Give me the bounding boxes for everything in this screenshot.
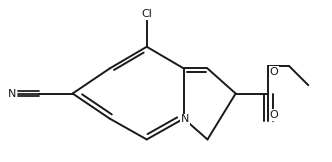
Text: Cl: Cl [141, 9, 152, 19]
Text: O: O [270, 67, 279, 77]
Text: N: N [8, 88, 16, 98]
Text: O: O [270, 110, 279, 120]
Text: N: N [181, 114, 190, 124]
